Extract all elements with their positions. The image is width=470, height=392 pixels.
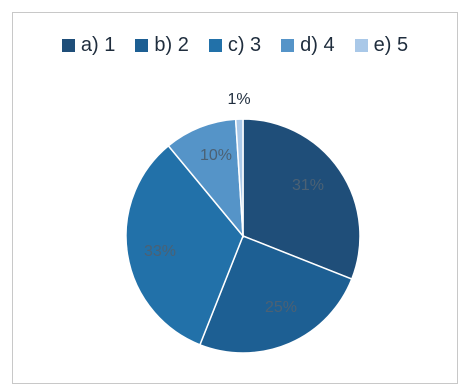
- legend-swatch: [208, 39, 222, 52]
- legend-swatch: [281, 39, 295, 52]
- pie-slice: [125, 144, 244, 346]
- pie-slice: [234, 118, 244, 237]
- pie-slice: [167, 118, 244, 239]
- legend-item: b) 2: [135, 34, 189, 57]
- legend-item: a) 1: [61, 34, 116, 57]
- data-label: 10%: [200, 147, 232, 164]
- data-label: 1%: [227, 91, 250, 108]
- data-label: 33%: [144, 243, 176, 260]
- data-label: 25%: [265, 299, 297, 316]
- legend-swatch: [61, 39, 75, 52]
- legend-swatch: [135, 39, 149, 52]
- chart-legend: a) 1 b) 2 c) 3 d) 4 e) 5: [12, 34, 458, 57]
- legend-item: d) 4: [281, 34, 335, 57]
- legend-item: e) 5: [354, 34, 409, 57]
- pie-slice: [198, 235, 353, 354]
- pie-slice: [242, 118, 361, 281]
- legend-swatch: [354, 39, 368, 52]
- data-label: 31%: [292, 177, 324, 194]
- legend-label: d) 4: [300, 34, 335, 56]
- legend-label: e) 5: [373, 34, 409, 56]
- legend-label: a) 1: [80, 34, 116, 56]
- legend-label: b) 2: [154, 34, 189, 56]
- legend-item: c) 3: [208, 34, 262, 57]
- legend-label: c) 3: [227, 34, 262, 56]
